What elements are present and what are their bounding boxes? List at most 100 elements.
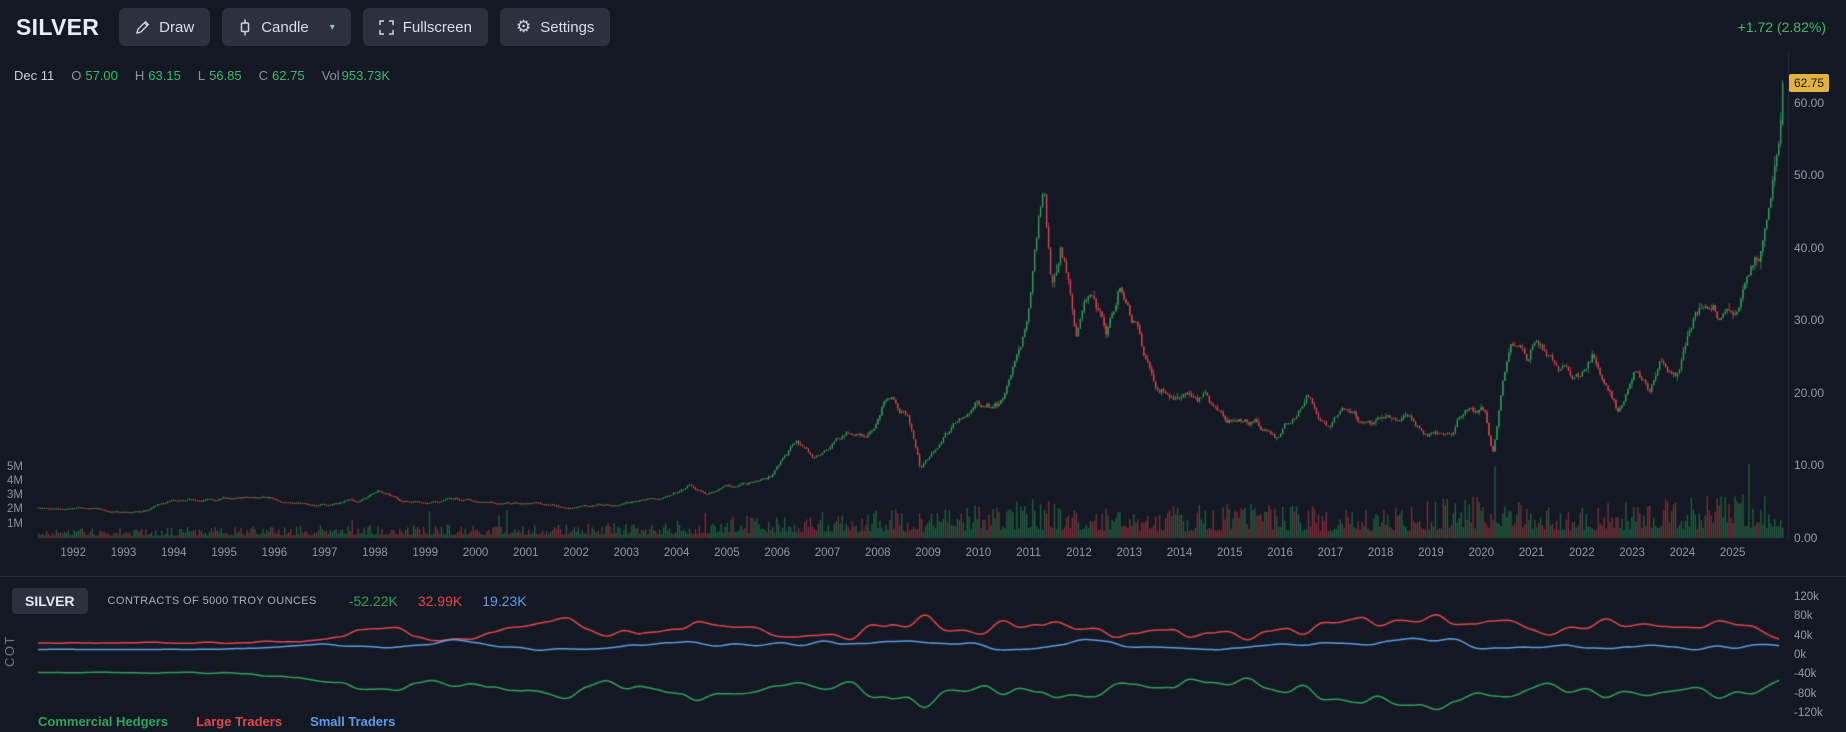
ohlc-readout: Dec 11 O 57.00 H 63.15 L 56.85 C 62.75 Vol 95… — [14, 68, 390, 83]
year-tick-2023[interactable]: 2023 — [1619, 547, 1645, 559]
ohlc-high: H 63.15 — [135, 68, 181, 83]
year-tick-2007[interactable]: 2007 — [814, 547, 841, 559]
year-tick-2019[interactable]: 2019 — [1418, 547, 1444, 559]
close-value: 62.75 — [272, 68, 305, 83]
cot-large-value: 32.99K — [417, 593, 463, 609]
cot-tick--80k: -80k — [1794, 687, 1817, 700]
last-price-label: 62.75 — [1789, 73, 1830, 92]
settings-button[interactable]: ⚙ Settings — [499, 8, 611, 46]
legend-small-traders[interactable]: Small Traders — [310, 714, 396, 729]
year-tick-2018[interactable]: 2018 — [1367, 547, 1394, 559]
toolbar: SILVER Draw Candle ▾ Fullscreen ⚙ Settin… — [0, 0, 1846, 54]
main-chart-canvas[interactable] — [0, 52, 1846, 540]
high-label: H — [134, 68, 145, 83]
year-tick-2005[interactable]: 2005 — [714, 547, 740, 559]
cot-tick-120k: 120k — [1794, 591, 1819, 603]
year-tick-1999[interactable]: 1999 — [412, 547, 438, 559]
chart-type-label: Candle — [261, 18, 309, 36]
year-tick-2008[interactable]: 2008 — [865, 547, 891, 559]
price-tick-30.00: 30.00 — [1794, 313, 1825, 328]
gear-icon: ⚙ — [515, 17, 532, 36]
cot-commercial-value: -52.22K — [348, 593, 398, 609]
open-value: 57.00 — [85, 68, 118, 83]
high-value: 63.15 — [148, 68, 181, 83]
year-tick-2004[interactable]: 2004 — [663, 547, 690, 559]
low-label: L — [197, 68, 206, 83]
fullscreen-icon — [379, 19, 394, 35]
price-change: +1.72 (2.82%) — [1737, 19, 1826, 35]
cot-tick--40k: -40k — [1794, 668, 1817, 681]
close-label: C — [258, 68, 269, 83]
year-tick-2002[interactable]: 2002 — [563, 547, 589, 559]
ohlc-open: O 57.00 — [71, 68, 118, 83]
settings-button-label: Settings — [540, 18, 595, 36]
symbol-title: SILVER — [16, 13, 100, 40]
year-tick-2016[interactable]: 2016 — [1267, 547, 1293, 559]
year-tick-2025[interactable]: 2025 — [1719, 547, 1746, 559]
ohlc-volume: Vol 953.73K — [322, 68, 391, 83]
year-tick-2010[interactable]: 2010 — [965, 547, 992, 559]
year-tick-2020[interactable]: 2020 — [1468, 547, 1495, 559]
chevron-down-icon: ▾ — [329, 21, 335, 33]
year-tick-1992[interactable]: 1992 — [60, 547, 86, 559]
fullscreen-button-label: Fullscreen — [402, 18, 472, 36]
year-tick-2001[interactable]: 2001 — [512, 547, 539, 559]
year-tick-2012[interactable]: 2012 — [1066, 547, 1092, 559]
cot-axis[interactable]: 120k 80k 40k 0k -40k -80k -120k — [1792, 581, 1846, 721]
cot-chart-canvas[interactable] — [0, 581, 1846, 721]
volume-value: 953.73K — [341, 68, 391, 83]
ohlc-low: L 56.85 — [198, 68, 242, 83]
cot-subtitle: CONTRACTS OF 5000 TROY OUNCES — [107, 595, 317, 607]
year-tick-2000[interactable]: 2000 — [462, 547, 489, 559]
cot-tick--120k: -120k — [1794, 706, 1823, 719]
year-tick-1996[interactable]: 1996 — [261, 547, 288, 559]
legend-large-traders[interactable]: Large Traders — [196, 714, 283, 729]
cot-pane-label: COT — [2, 635, 17, 667]
year-tick-1995[interactable]: 1995 — [211, 547, 237, 559]
year-tick-2009[interactable]: 2009 — [915, 547, 941, 559]
pencil-icon — [135, 20, 150, 35]
cot-small-value: 19.23K — [482, 593, 527, 609]
price-axis[interactable]: 60.00 50.00 40.00 30.00 20.00 10.00 0.00 — [1792, 52, 1846, 545]
cot-legend: Commercial Hedgers Large Traders Small Tra… — [38, 714, 395, 729]
year-tick-1993[interactable]: 1993 — [110, 547, 137, 559]
year-tick-2021[interactable]: 2021 — [1518, 547, 1545, 559]
time-axis[interactable]: 1992 1993 1994 1995 1996 1997 1998 1999 2000 2001… — [0, 540, 1846, 576]
price-tick-10.00: 10.00 — [1794, 458, 1825, 473]
cot-tick-80k: 80k — [1794, 610, 1813, 623]
fullscreen-button[interactable]: Fullscreen — [362, 8, 488, 46]
price-tick-60.00: 60.00 — [1794, 95, 1825, 110]
year-tick-2024[interactable]: 2024 — [1669, 547, 1696, 559]
cot-header: SILVER CONTRACTS OF 5000 TROY OUNCES -52… — [12, 588, 527, 614]
volume-label: Vol — [321, 68, 340, 83]
cot-tick-0k: 0k — [1794, 649, 1807, 661]
year-tick-2022[interactable]: 2022 — [1569, 547, 1595, 559]
ohlc-close: C 62.75 — [259, 68, 305, 83]
price-tick-50.00: 50.00 — [1794, 168, 1825, 183]
year-tick-2006[interactable]: 2006 — [764, 547, 791, 559]
year-tick-1994[interactable]: 1994 — [160, 547, 187, 559]
cot-symbol-chip[interactable]: SILVER — [12, 588, 88, 614]
year-tick-1997[interactable]: 1997 — [311, 547, 338, 559]
low-value: 56.85 — [209, 68, 242, 83]
open-label: O — [71, 68, 82, 83]
draw-button[interactable]: Draw — [119, 8, 211, 46]
year-tick-2011[interactable]: 2011 — [1016, 547, 1042, 559]
year-tick-2014[interactable]: 2014 — [1166, 547, 1193, 559]
ohlc-date: Dec 11 — [14, 68, 55, 83]
price-tick-0.00: 0.00 — [1794, 531, 1818, 545]
draw-button-label: Draw — [159, 18, 195, 36]
candle-icon — [238, 19, 252, 36]
cot-panel: SILVER CONTRACTS OF 5000 TROY OUNCES -52… — [0, 576, 1846, 732]
year-tick-1998[interactable]: 1998 — [362, 547, 388, 559]
year-tick-2015[interactable]: 2015 — [1217, 547, 1243, 559]
year-tick-2017[interactable]: 2017 — [1317, 547, 1344, 559]
price-tick-40.00: 40.00 — [1794, 240, 1825, 255]
legend-commercial-hedgers[interactable]: Commercial Hedgers — [38, 714, 169, 729]
year-tick-2013[interactable]: 2013 — [1116, 547, 1143, 559]
cot-values: -52.22K 32.99K 19.23K — [349, 593, 527, 609]
chart-type-dropdown[interactable]: Candle ▾ — [222, 8, 351, 46]
year-tick-2003[interactable]: 2003 — [613, 547, 640, 559]
price-tick-20.00: 20.00 — [1794, 385, 1825, 400]
